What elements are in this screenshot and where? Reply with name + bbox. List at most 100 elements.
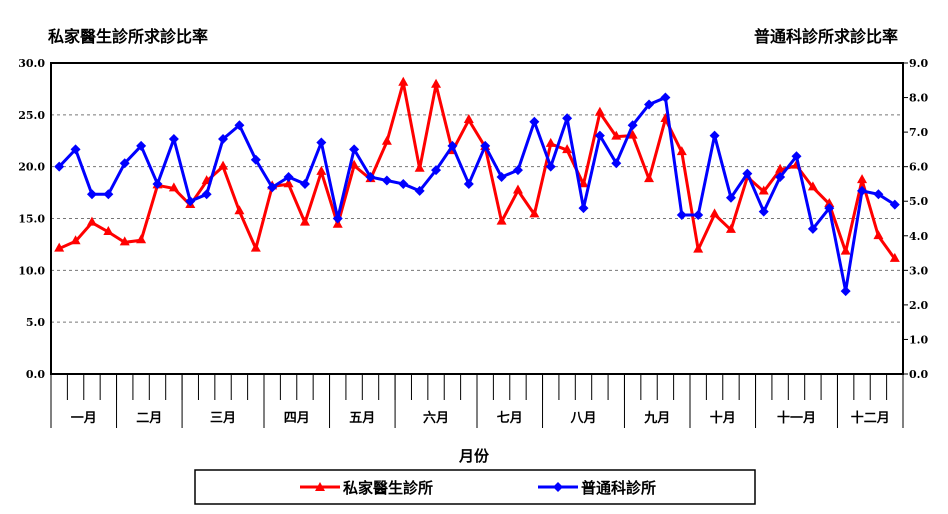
triangle-point <box>529 208 540 218</box>
series-line <box>58 81 897 260</box>
triangle-point <box>283 178 294 188</box>
diamond-point <box>152 178 163 189</box>
triangle-point <box>562 144 573 154</box>
diamond-point <box>889 199 900 210</box>
diamond-point <box>349 144 360 155</box>
diamond-point <box>512 165 523 176</box>
legend: 私家醫生診所 普通科診所 <box>194 469 756 505</box>
diamond-point <box>725 192 736 203</box>
left-tick-label: 25.0 <box>18 109 45 122</box>
triangle-point <box>807 181 818 191</box>
triangle-point <box>594 106 605 116</box>
triangle-point <box>496 215 507 225</box>
diamond-point <box>54 161 65 172</box>
triangle-point <box>381 135 392 145</box>
right-tick-label: 0.0 <box>909 368 928 381</box>
right-tick-label: 8.0 <box>909 92 928 105</box>
triangle-point <box>54 242 65 252</box>
diamond-point <box>185 196 196 207</box>
triangle-point <box>857 174 868 184</box>
right-tick-label: 4.0 <box>909 230 928 243</box>
triangle-point <box>611 130 622 140</box>
diamond-point <box>168 134 179 145</box>
legend-box <box>194 469 756 505</box>
diamond-point <box>742 168 753 179</box>
triangle-point <box>676 146 687 156</box>
diamond-point <box>332 213 343 224</box>
month-label: 八月 <box>569 411 596 426</box>
month-label: 一月 <box>71 411 97 426</box>
left-tick-label: 15.0 <box>18 213 45 226</box>
diamond-point <box>234 120 245 131</box>
diamond-point <box>660 92 671 103</box>
month-label: 七月 <box>497 411 523 426</box>
diamond-point <box>201 189 212 200</box>
month-label: 十二月 <box>851 410 890 426</box>
legend-label-private: 私家醫生診所 <box>342 479 433 497</box>
diamond-point <box>70 144 81 155</box>
triangle-point <box>299 216 310 226</box>
diamond-point <box>136 140 147 151</box>
month-label: 三月 <box>210 411 236 426</box>
diamond-point <box>578 203 589 214</box>
diamond-point <box>398 178 409 189</box>
diamond-point <box>414 185 425 196</box>
left-axis-title: 私家醫生診所求診比率 <box>48 27 208 46</box>
diamond-point <box>644 99 655 110</box>
diamond-point <box>709 130 720 141</box>
diamond-point <box>807 223 818 234</box>
right-tick-label: 9.0 <box>909 57 928 70</box>
diamond-point <box>529 116 540 127</box>
left-tick-label: 5.0 <box>26 316 45 329</box>
left-tick-label: 0.0 <box>26 368 45 381</box>
month-label: 二月 <box>136 411 162 426</box>
diamond-point <box>381 175 392 186</box>
diamond-point <box>86 189 97 200</box>
triangle-point <box>840 245 851 255</box>
diamond-point <box>103 189 114 200</box>
triangle-point <box>103 225 114 235</box>
triangle-point <box>693 243 704 253</box>
diamond-point <box>447 140 458 151</box>
month-label: 五月 <box>349 411 375 426</box>
month-label: 九月 <box>643 411 670 426</box>
diamond-point <box>463 178 474 189</box>
right-tick-label: 2.0 <box>909 299 928 312</box>
diamond-point <box>283 172 294 183</box>
triangle-point <box>824 197 835 207</box>
left-tick-label: 10.0 <box>18 264 45 277</box>
month-label: 十月 <box>710 410 736 426</box>
month-label: 十一月 <box>777 410 816 426</box>
diamond-point <box>480 140 491 151</box>
right-tick-label: 5.0 <box>909 195 928 208</box>
diamond-point <box>857 185 868 196</box>
diamond-point <box>594 130 605 141</box>
diamond-point <box>316 137 327 148</box>
diamond-point <box>299 178 310 189</box>
diamond-point <box>250 154 261 165</box>
diamond-point <box>365 172 376 183</box>
legend-label-general: 普通科診所 <box>581 479 656 497</box>
triangle-point <box>725 223 736 233</box>
triangle-point <box>119 236 130 246</box>
diamond-point <box>840 286 851 297</box>
triangle-point <box>234 205 245 215</box>
triangle-point <box>709 208 720 218</box>
triangle-point <box>578 178 589 188</box>
triangle-point <box>627 129 638 139</box>
diamond-point <box>267 182 278 193</box>
right-tick-label: 3.0 <box>909 264 928 277</box>
triangle-point <box>414 162 425 172</box>
triangle-point <box>218 160 229 170</box>
triangle-point <box>758 185 769 195</box>
triangle-point <box>250 242 261 252</box>
left-tick-label: 20.0 <box>18 161 45 174</box>
diamond-point <box>791 151 802 162</box>
triangle-point <box>512 184 523 194</box>
diamond-point <box>218 134 229 145</box>
triangle-point <box>398 76 409 86</box>
right-axis-title: 普通科診所求診比率 <box>754 27 898 46</box>
month-label: 六月 <box>423 410 449 426</box>
triangle-point <box>889 252 900 262</box>
